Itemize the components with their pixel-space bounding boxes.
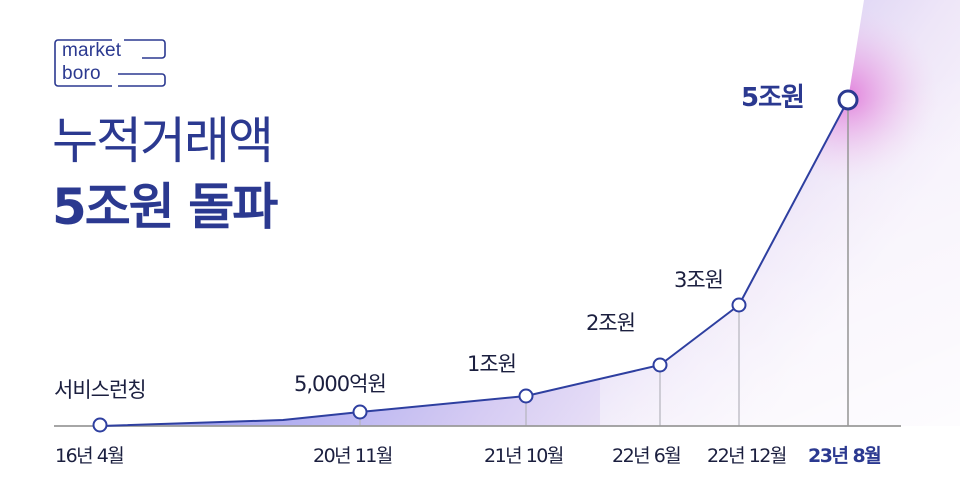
headline-line1: 누적거래액 [52,112,274,170]
point-label-5jo: 5조원 [741,83,805,113]
data-point-1 [352,404,368,420]
leader-lines [359,100,849,426]
data-point-4 [731,297,747,313]
logo-frame [54,39,166,87]
x-label-20-11: 20년 11월 [313,445,393,467]
data-point-3 [652,357,668,373]
point-label-launch: 서비스런칭 [54,378,147,402]
point-label-2jo: 2조원 [586,311,636,335]
logo-text-boro: boro [62,63,101,84]
x-label-16-04: 16년 4월 [55,445,125,467]
point-label-1jo: 1조원 [467,352,517,376]
x-label-21-10: 21년 10월 [484,445,564,467]
x-label-23-08: 23년 8월 [808,445,882,467]
data-point-2 [518,388,534,404]
data-point-0 [92,417,108,433]
marketboro-logo: market boro [54,38,166,88]
data-point-5 [837,89,859,111]
x-label-22-12: 22년 12월 [707,445,787,467]
logo-text-market: market [62,40,122,61]
point-label-3jo: 3조원 [674,268,724,292]
x-label-22-06: 22년 6월 [612,445,682,467]
point-label-5000eok: 5,000억원 [294,372,387,396]
headline-line2: 5조원 돌파 [52,178,278,236]
